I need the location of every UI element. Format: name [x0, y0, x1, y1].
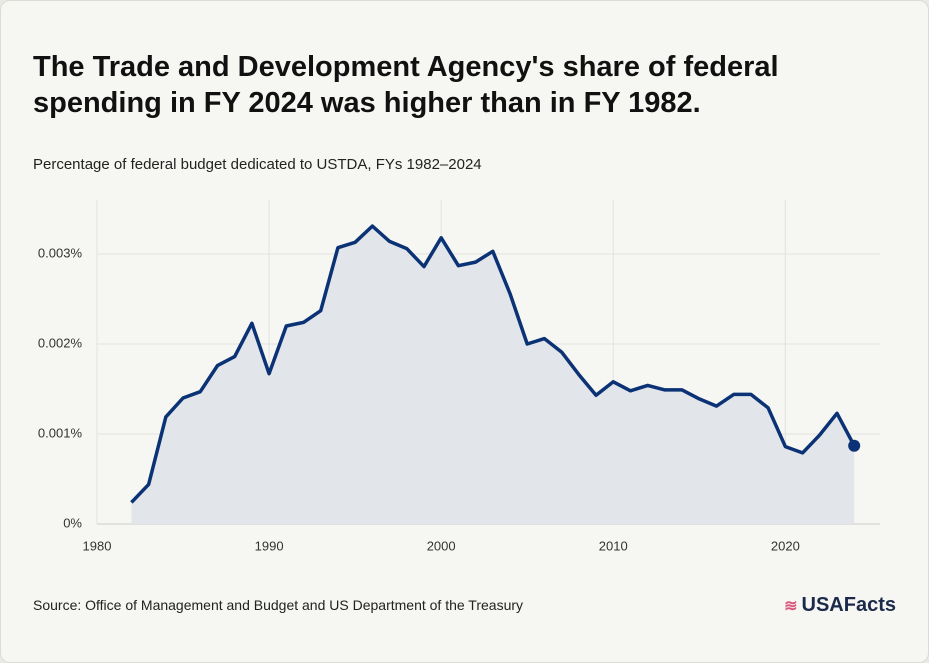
- x-tick-label: 2000: [427, 538, 456, 553]
- x-tick-label: 1990: [255, 538, 284, 553]
- chart-subtitle: Percentage of federal budget dedicated t…: [33, 156, 482, 173]
- area: [131, 226, 855, 524]
- source-note: Source: Office of Management and Budget …: [33, 597, 524, 613]
- y-tick-label: 0%: [63, 515, 82, 530]
- y-tick-label: 0.003%: [38, 245, 83, 260]
- brand-name: USAFacts: [801, 594, 896, 616]
- y-tick-label: 0.002%: [38, 335, 83, 350]
- y-tick-label: 0.001%: [38, 425, 83, 440]
- x-tick-label: 2010: [599, 538, 628, 553]
- line: [130, 224, 856, 504]
- brand-logo: ≋ USAFacts: [784, 594, 896, 617]
- logo-icon: ≋: [784, 598, 798, 615]
- x-tick-label: 2020: [771, 538, 800, 553]
- end-marker: [848, 439, 861, 452]
- chart-title: The Trade and Development Agency's share…: [33, 51, 779, 119]
- x-tick-label: 1980: [83, 538, 112, 553]
